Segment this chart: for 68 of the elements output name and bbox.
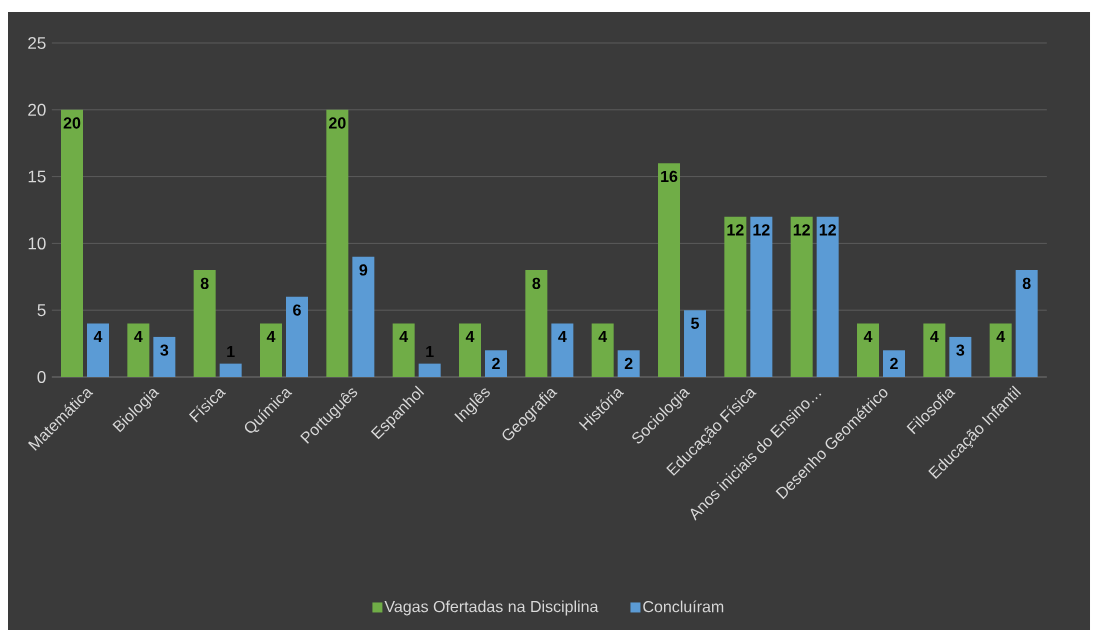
bar [989,323,1012,377]
data-label: 20 [328,117,346,129]
data-label: 4 [863,331,873,343]
bar [724,216,747,377]
data-label: 2 [624,357,633,369]
data-label: 12 [753,224,770,236]
bar [87,323,109,377]
y-tick-label: 25 [28,36,46,50]
bar [525,270,548,377]
bar [286,296,308,377]
y-tick-label: 0 [37,370,46,384]
bar [658,163,681,377]
data-label: 20 [63,117,81,129]
data-label: 5 [691,317,700,329]
data-label: 4 [93,331,103,343]
y-tick-label: 10 [28,237,46,250]
bar [591,323,614,377]
bar [857,323,880,377]
bar [790,216,813,377]
data-label: 4 [134,331,143,343]
data-label: 4 [558,331,567,343]
data-label: 4 [930,331,939,343]
bar [949,336,972,377]
bar [551,323,574,377]
legend-label: Vagas Ofertadas na Disciplina [384,600,599,616]
data-label: 8 [1022,277,1031,289]
bar [684,310,707,377]
data-label: 16 [661,170,678,183]
bar [127,323,150,377]
bar [883,350,906,377]
data-label: 4 [996,331,1006,343]
data-label: 12 [819,224,836,236]
legend-label: Concluíram [643,600,724,613]
data-label: 8 [200,277,209,289]
data-label: 3 [956,344,965,356]
bar [61,109,83,377]
bar [260,323,282,377]
data-label: 12 [727,224,744,236]
data-label: 4 [399,331,409,343]
data-label: 6 [293,304,301,316]
bar [1015,270,1038,377]
data-label: 4 [598,331,608,343]
data-label: 12 [793,224,810,236]
y-tick-label: 20 [28,103,46,116]
data-label: 9 [359,264,368,276]
data-label: 1 [426,346,434,358]
bar [617,350,640,377]
data-label: 4 [465,331,475,343]
bar [459,323,481,377]
y-tick-label: 15 [28,170,46,183]
bar [326,109,349,377]
y-tick-label: 5 [37,304,46,317]
bar [923,323,946,377]
bar [352,256,375,377]
bar [392,323,415,377]
bar [750,216,773,377]
data-label: 2 [492,357,500,369]
bar [219,363,242,377]
bar [193,270,216,377]
data-label: 2 [890,357,898,369]
bar [816,216,839,377]
data-label: 4 [266,331,276,343]
bar [153,336,176,377]
data-label: 1 [227,346,235,358]
data-label: 8 [532,277,541,289]
data-label: 3 [160,344,169,356]
bar [418,363,441,377]
bar [485,350,508,377]
